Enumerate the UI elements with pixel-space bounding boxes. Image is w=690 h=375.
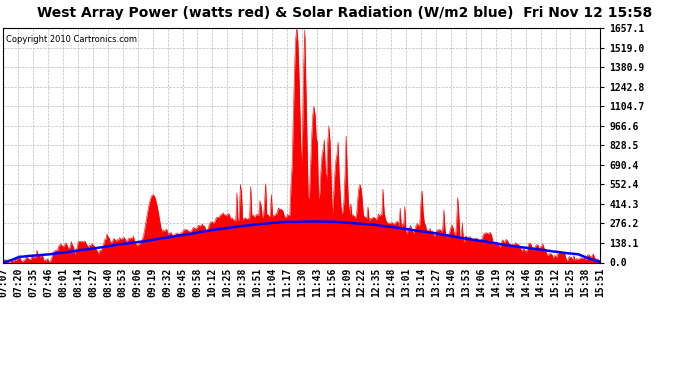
Text: West Array Power (watts red) & Solar Radiation (W/m2 blue)  Fri Nov 12 15:58: West Array Power (watts red) & Solar Rad… — [37, 6, 653, 20]
Text: Copyright 2010 Cartronics.com: Copyright 2010 Cartronics.com — [6, 35, 137, 44]
